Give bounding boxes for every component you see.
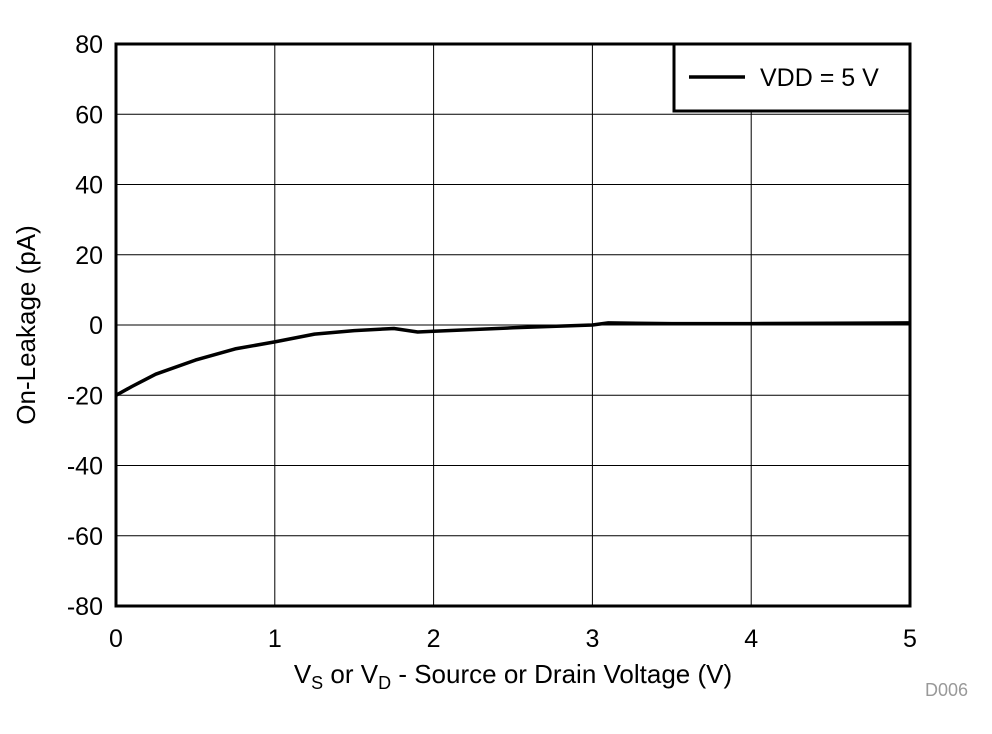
x-tick-label: 2 [427, 625, 441, 653]
figure-code: D006 [925, 680, 968, 700]
x-axis-label: VS or VD - Source or Drain Voltage (V) [294, 659, 732, 693]
y-tick-label: 60 [75, 101, 103, 129]
y-tick-label: -20 [67, 382, 103, 410]
x-tick-label: 3 [585, 625, 599, 653]
x-tick-label: 0 [109, 625, 123, 653]
legend: VDD = 5 V [672, 42, 912, 113]
x-tick-label: 4 [744, 625, 758, 653]
y-tick-label: -40 [67, 453, 103, 481]
y-tick-label: -80 [67, 593, 103, 621]
y-tick-label: -60 [67, 523, 103, 551]
y-tick-label: 20 [75, 242, 103, 270]
y-tick-label: 40 [75, 172, 103, 200]
x-tick-label: 5 [903, 625, 917, 653]
plot-frame [114, 42, 912, 608]
y-tick-label: 80 [75, 31, 103, 59]
legend-label: VDD = 5 V [760, 64, 879, 92]
x-tick-label: 1 [268, 625, 282, 653]
y-tick-labels: 80 60 40 20 0 -20 -40 -60 -80 [67, 31, 103, 621]
series-line-vdd-5v [115, 321, 911, 397]
y-tick-label: 0 [89, 312, 103, 340]
y-axis-label: On-Leakage (pA) [11, 225, 41, 424]
x-tick-labels: 0 1 2 3 4 5 [109, 625, 917, 653]
